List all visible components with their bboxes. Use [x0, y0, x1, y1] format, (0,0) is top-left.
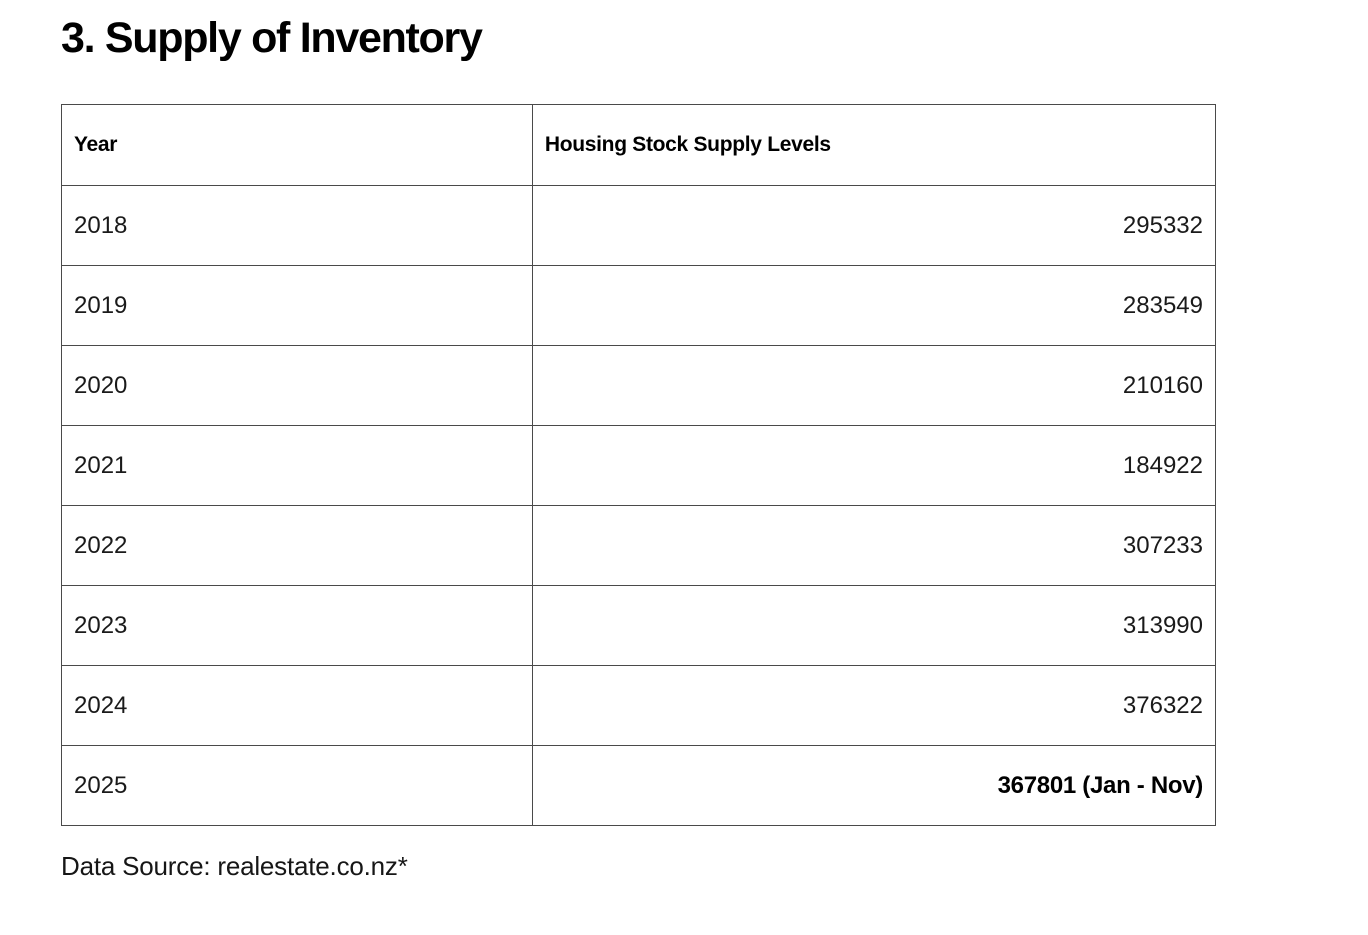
inventory-table: Year Housing Stock Supply Levels 2018 29…: [61, 104, 1217, 827]
value-cell-partial-year: 367801 (Jan - Nov): [531, 745, 1217, 827]
value-cell: 184922: [531, 425, 1217, 507]
year-cell: 2022: [61, 505, 533, 587]
value-cell: 295332: [531, 185, 1217, 267]
table-row: 2019 283549: [61, 265, 1217, 347]
page-title: 3. Supply of Inventory: [61, 14, 483, 62]
column-header-year: Year: [61, 104, 533, 187]
table-row: 2022 307233: [61, 505, 1217, 587]
table-row: 2021 184922: [61, 425, 1217, 507]
year-cell: 2023: [61, 585, 533, 667]
value-cell: 283549: [531, 265, 1217, 347]
table-row: 2024 376322: [61, 665, 1217, 747]
table-row: 2018 295332: [61, 185, 1217, 267]
year-cell: 2019: [61, 265, 533, 347]
value-cell: 210160: [531, 345, 1217, 427]
year-cell: 2021: [61, 425, 533, 507]
year-cell: 2020: [61, 345, 533, 427]
year-cell: 2018: [61, 185, 533, 267]
table-row: 2023 313990: [61, 585, 1217, 667]
value-cell: 307233: [531, 505, 1217, 587]
table-row: 2025 367801 (Jan - Nov): [61, 745, 1217, 827]
table-row: 2020 210160: [61, 345, 1217, 427]
year-cell: 2024: [61, 665, 533, 747]
value-cell: 376322: [531, 665, 1217, 747]
table-header: Year Housing Stock Supply Levels: [61, 104, 1217, 187]
header-row: Year Housing Stock Supply Levels: [61, 104, 1217, 187]
column-header-supply-levels: Housing Stock Supply Levels: [531, 104, 1217, 187]
value-cell: 313990: [531, 585, 1217, 667]
table-body: 2018 295332 2019 283549 2020 210160 2021…: [61, 185, 1217, 827]
data-source-note: Data Source: realestate.co.nz*: [61, 851, 408, 882]
year-cell: 2025: [61, 745, 533, 827]
